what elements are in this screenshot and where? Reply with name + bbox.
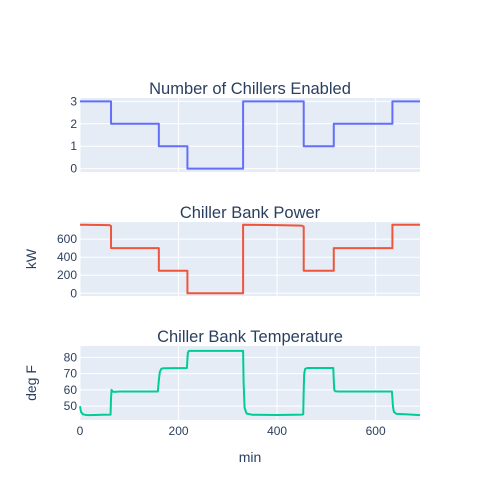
panel-title: Chiller Bank Temperature	[157, 328, 343, 346]
x-tick-label: 400	[267, 424, 287, 438]
chart-panel-3: 50 60 70 80 Chiller Bank Temperature deg F 0 20…	[23, 328, 421, 465]
y-tick-label: 1	[70, 139, 77, 153]
y-tick-label: 60	[64, 383, 78, 397]
y-tick-label: 400	[57, 250, 77, 264]
y-axis-label: deg F	[23, 365, 39, 401]
x-tick-label: 0	[77, 424, 84, 438]
x-tick-label: 600	[366, 424, 386, 438]
panel-title: Number of Chillers Enabled	[149, 80, 351, 98]
y-tick-label: 50	[64, 399, 78, 413]
y-tick-label: 200	[57, 268, 77, 282]
y-tick-label: 80	[64, 350, 78, 364]
chart-panel-1: 0 1 2 3 Number of Chillers Enabled	[70, 80, 420, 176]
panel-title: Chiller Bank Power	[180, 204, 321, 222]
plot-background	[80, 222, 420, 296]
y-tick-label: 600	[57, 232, 77, 246]
y-tick-label: 0	[70, 286, 77, 300]
chart-panel-2: 0 200 400 600 Chiller Bank Power kW	[23, 204, 420, 300]
plot-background	[80, 346, 420, 420]
x-axis-label: min	[239, 449, 262, 465]
y-tick-label: 3	[70, 94, 77, 108]
y-axis-label: kW	[23, 248, 39, 269]
x-tick-label: 200	[169, 424, 189, 438]
y-tick-label: 0	[70, 162, 77, 176]
series-line	[79, 349, 421, 417]
plot-background	[80, 98, 420, 172]
y-tick-label: 70	[64, 367, 78, 381]
y-tick-label: 2	[70, 117, 77, 131]
series-line	[80, 100, 420, 170]
series-line	[79, 223, 420, 295]
